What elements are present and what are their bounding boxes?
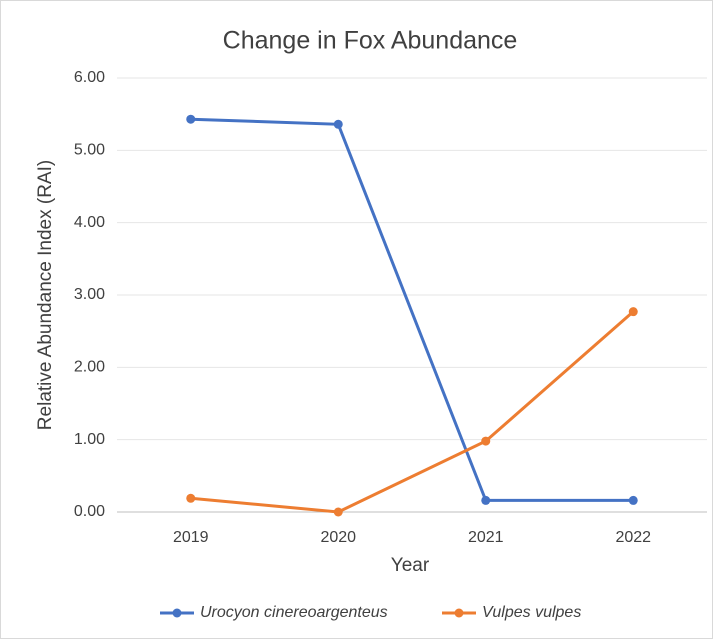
x-tick-label: 2022 [615,529,651,546]
x-tick-label: 2019 [173,529,209,546]
y-tick-label: 5.00 [74,142,105,159]
y-tick-label: 4.00 [74,214,105,231]
y-tick-label: 0.00 [74,503,105,520]
y-tick-label: 3.00 [74,286,105,303]
series-line [190,310,635,514]
series-line [190,117,634,502]
x-tick-label: 2020 [320,529,356,546]
y-tick-label: 1.00 [74,431,105,448]
legend-marker [172,608,182,618]
data-point [628,307,638,317]
chart-title: Change in Fox Abundance [223,27,518,55]
x-axis-title: Year [391,555,430,576]
legend-marker [454,608,464,618]
y-axis-title: Relative Abundance Index (RAI) [35,160,56,430]
data-point [333,119,343,129]
data-point [333,507,343,517]
x-tick-label: 2021 [468,529,504,546]
legend-label: Vulpes vulpes [482,604,581,621]
data-point [481,495,491,505]
data-point [481,436,491,446]
y-tick-label: 6.00 [74,69,105,86]
legend-label: Urocyon cinereoargenteus [200,604,388,621]
data-point [186,493,196,503]
data-point [186,114,196,124]
data-point [628,495,638,505]
y-tick-label: 2.00 [74,359,105,376]
